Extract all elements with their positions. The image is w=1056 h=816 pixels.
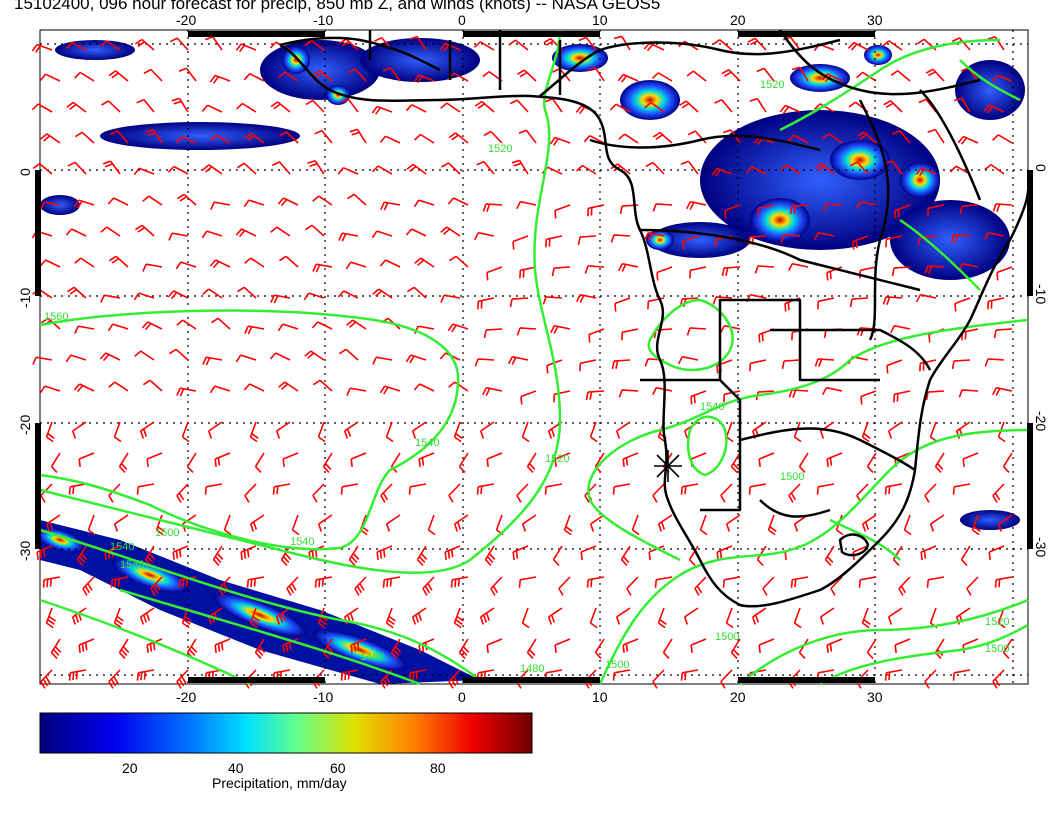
svg-text:20: 20 xyxy=(730,12,746,28)
svg-text:20: 20 xyxy=(730,689,746,705)
svg-text:60: 60 xyxy=(330,760,346,776)
svg-text:30: 30 xyxy=(867,12,883,28)
colorbar-ticks: 20 40 60 80 xyxy=(122,760,446,776)
svg-text:-10: -10 xyxy=(1033,284,1049,304)
svg-text:1540: 1540 xyxy=(415,437,439,449)
svg-text:1500: 1500 xyxy=(605,659,629,671)
height-contours xyxy=(39,29,1029,686)
svg-text:-10: -10 xyxy=(313,12,333,28)
svg-text:1560: 1560 xyxy=(44,311,68,323)
svg-text:20: 20 xyxy=(122,760,138,776)
svg-text:30: 30 xyxy=(867,689,883,705)
colorbar xyxy=(39,712,533,754)
svg-text:40: 40 xyxy=(228,760,244,776)
contour-labels: 1560 1540 1520 1540 1500 1540 1520 1520 … xyxy=(44,79,1009,675)
lat-tick-labels-left: 0 -10 -20 -30 xyxy=(17,168,33,561)
svg-text:-20: -20 xyxy=(1033,411,1049,431)
axis-bars xyxy=(35,31,1033,683)
svg-text:1480: 1480 xyxy=(520,663,544,675)
svg-text:1520: 1520 xyxy=(985,616,1009,628)
svg-text:10: 10 xyxy=(592,12,608,28)
svg-text:10: 10 xyxy=(592,689,608,705)
svg-text:0: 0 xyxy=(458,689,466,705)
svg-text:-10: -10 xyxy=(313,689,333,705)
svg-text:0: 0 xyxy=(458,12,466,28)
svg-text:1500: 1500 xyxy=(715,631,739,643)
svg-text:-20: -20 xyxy=(17,415,33,435)
svg-text:1500: 1500 xyxy=(780,471,804,483)
star-icon xyxy=(654,450,682,482)
svg-text:1500: 1500 xyxy=(155,527,179,539)
svg-text:-10: -10 xyxy=(17,288,33,308)
svg-text:80: 80 xyxy=(430,760,446,776)
lon-tick-labels-bottom: -20 -10 0 10 20 30 xyxy=(176,689,883,705)
svg-text:1540: 1540 xyxy=(110,541,134,553)
svg-text:0: 0 xyxy=(1033,164,1049,172)
lat-tick-labels-right: 0 -10 -20 -30 xyxy=(1033,164,1049,557)
svg-text:-30: -30 xyxy=(1033,537,1049,557)
svg-text:1520: 1520 xyxy=(545,453,569,465)
svg-text:1520: 1520 xyxy=(488,143,512,155)
svg-text:1540: 1540 xyxy=(290,536,314,548)
svg-text:0: 0 xyxy=(17,168,33,176)
svg-text:-30: -30 xyxy=(17,541,33,561)
colorbar-label: Precipitation, mm/day xyxy=(212,775,347,791)
svg-text:1480: 1480 xyxy=(360,651,384,663)
svg-text:1540: 1540 xyxy=(700,401,724,413)
svg-text:1520: 1520 xyxy=(760,79,784,91)
lon-tick-labels-top: -20 -10 0 10 20 30 xyxy=(176,12,883,28)
svg-text:-20: -20 xyxy=(176,12,196,28)
svg-text:-20: -20 xyxy=(176,689,196,705)
svg-text:1500: 1500 xyxy=(985,643,1009,655)
map-title: 15102400, 096 hour forecast for precip, … xyxy=(14,0,661,13)
svg-text:1540: 1540 xyxy=(120,559,144,571)
